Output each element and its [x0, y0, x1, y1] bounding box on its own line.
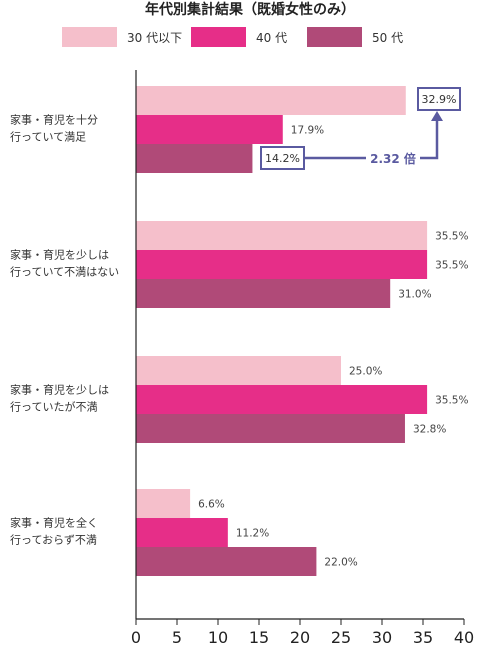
boxed-value-frame: [417, 87, 461, 111]
bar: [136, 221, 428, 250]
category-labels: 家事・育児を十分行っていて満足家事・育児を少しは行っていて不満はない家事・育児を…: [10, 113, 119, 547]
legend-label: 40 代: [256, 31, 287, 45]
value-label: 11.2%: [236, 528, 269, 540]
legend-swatch: [307, 27, 362, 47]
bar: [136, 547, 317, 576]
category-label: 行っていて不満はない: [10, 266, 119, 279]
value-label: 25.0%: [349, 366, 382, 378]
ratio-label-bg: [366, 149, 420, 167]
bar: [136, 356, 341, 385]
category-label: 行っていたが不満: [10, 400, 97, 414]
legend-swatch: [62, 27, 117, 47]
category-label: 家事・育児を少しは: [10, 248, 109, 262]
bars: 32.9% 17.9% 14.2% 35.5% 35.5% 31.0% 25.0% 35.5%…: [136, 86, 468, 576]
legend-label: 50 代: [372, 31, 403, 45]
bar: [136, 144, 253, 173]
value-label: 35.5%: [435, 260, 468, 272]
x-tick-label: 35: [413, 628, 433, 647]
legend-label: 30 代以下: [127, 31, 182, 45]
bar: [136, 86, 406, 115]
x-tick-label: 20: [290, 628, 310, 647]
category-label: 行っておらず不満: [10, 534, 97, 547]
value-label: 22.0%: [324, 557, 357, 569]
x-axis: 0 5 10 15 20 25 30 35 40: [131, 70, 474, 647]
boxed-value-label: 32.9%: [422, 93, 457, 106]
x-tick-label: 10: [208, 628, 228, 647]
bar: [136, 385, 428, 414]
value-label: 35.5%: [435, 231, 468, 243]
x-tick-label: 40: [454, 628, 474, 647]
value-label: 31.0%: [398, 289, 431, 301]
x-tick-label: 25: [331, 628, 351, 647]
chart-title: 年代別集計結果（既婚女性のみ）: [145, 1, 355, 18]
bar: [136, 115, 283, 144]
bar: [136, 279, 391, 308]
category-label: 家事・育児を全く: [10, 516, 98, 530]
category-label: 家事・育児を少しは: [10, 383, 109, 397]
x-tick-label: 15: [249, 628, 269, 647]
ratio-label: 2.32 倍: [370, 151, 416, 166]
legend: 30 代以下 40 代 50 代: [62, 27, 403, 47]
arrow-head: [431, 111, 443, 121]
legend-swatch: [191, 27, 246, 47]
bar: [136, 414, 405, 443]
category-label: 家事・育児を十分: [10, 113, 98, 127]
value-label: 17.9%: [291, 125, 324, 137]
bar: [136, 489, 191, 518]
value-label: 32.8%: [413, 424, 446, 436]
bar: [136, 250, 428, 279]
ratio-arrow: [304, 120, 439, 160]
boxed-value-label: 14.2%: [265, 152, 300, 165]
value-label: 6.6%: [198, 499, 225, 511]
annotations: 32.9% 14.2% 2.32 倍: [260, 87, 461, 170]
category-label: 行っていて満足: [10, 131, 86, 144]
x-tick-label: 0: [131, 628, 141, 647]
value-label: 35.5%: [435, 395, 468, 407]
bar: [136, 518, 228, 547]
x-tick-label: 30: [372, 628, 392, 647]
x-tick-label: 5: [172, 628, 182, 647]
